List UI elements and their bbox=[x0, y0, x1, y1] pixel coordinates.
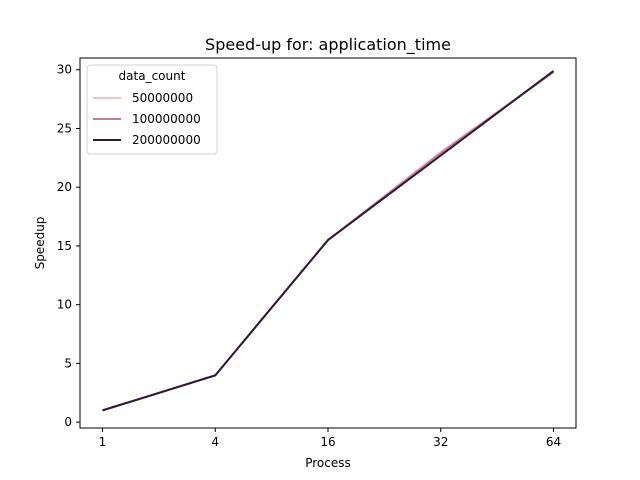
x-tick-label: 64 bbox=[546, 435, 561, 449]
x-tick-label: 16 bbox=[320, 435, 335, 449]
legend-label-200000000: 200000000 bbox=[132, 133, 201, 147]
x-tick-label: 4 bbox=[211, 435, 219, 449]
series-line-200000000 bbox=[102, 70, 555, 412]
y-tick-label: 25 bbox=[57, 121, 72, 135]
x-tick-label: 1 bbox=[99, 435, 107, 449]
y-axis: 0 5 10 15 20 25 30 bbox=[57, 63, 80, 429]
legend-label-50000000: 50000000 bbox=[132, 91, 193, 105]
legend-title: data_count bbox=[119, 69, 186, 83]
y-tick-label: 30 bbox=[57, 63, 72, 77]
y-tick-label: 20 bbox=[57, 180, 72, 194]
legend-label-100000000: 100000000 bbox=[132, 112, 201, 126]
y-tick-label: 10 bbox=[57, 298, 72, 312]
x-axis-label: Process bbox=[305, 456, 351, 470]
plot-area bbox=[79, 57, 577, 429]
x-axis: 1 4 16 32 64 bbox=[99, 428, 561, 449]
y-tick-label: 0 bbox=[64, 415, 72, 429]
chart-title: Speed-up for: application_time bbox=[205, 35, 451, 55]
legend-box bbox=[86, 64, 218, 155]
y-tick-label: 15 bbox=[57, 239, 72, 253]
legend: data_count 50000000 100000000 200000000 bbox=[86, 64, 218, 155]
y-axis-label: Speedup bbox=[33, 217, 47, 270]
x-tick-label: 32 bbox=[433, 435, 448, 449]
series-layer bbox=[102, 70, 555, 412]
y-tick-label: 5 bbox=[64, 356, 72, 370]
legend-entries: 50000000 100000000 200000000 bbox=[93, 91, 201, 147]
